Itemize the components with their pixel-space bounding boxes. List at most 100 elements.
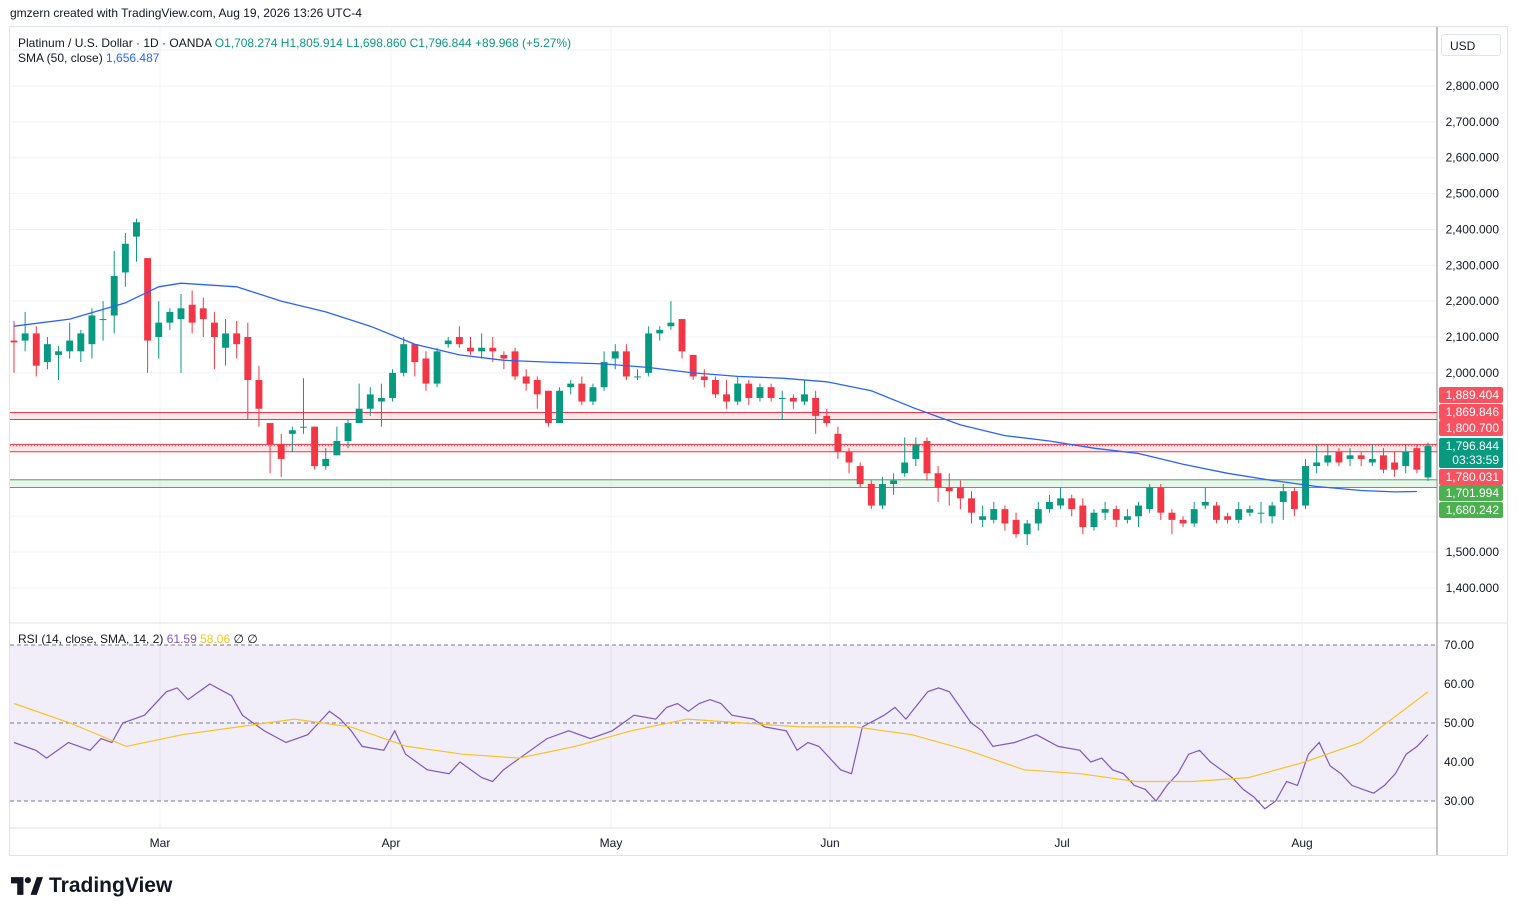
price-tick-label: 2,800.000 xyxy=(1446,79,1500,93)
candle-body xyxy=(1324,455,1332,463)
candle xyxy=(1146,484,1154,513)
candle-body xyxy=(700,376,708,381)
candle xyxy=(956,480,964,510)
price-labels: 1,889.404 1,869.846 1,800.700 1,796.84403:3… xyxy=(1439,387,1503,518)
candle-body xyxy=(199,308,207,320)
candle-body xyxy=(88,315,96,345)
candle xyxy=(400,337,408,377)
candle xyxy=(789,394,797,409)
candle-body xyxy=(600,362,608,388)
candle-body xyxy=(711,380,719,395)
candle-body xyxy=(1079,505,1087,528)
candle xyxy=(1357,451,1365,467)
candle-body xyxy=(422,358,430,384)
candle-body xyxy=(778,397,786,399)
candle-body xyxy=(789,397,797,402)
candle xyxy=(233,320,241,359)
candle-body xyxy=(389,372,397,398)
candle-body xyxy=(1012,519,1020,535)
price-label-bg xyxy=(1439,387,1503,403)
candle-body xyxy=(979,516,987,520)
rsi-legend[interactable]: RSI (14, close, SMA, 14, 2) 61.59 58.06 … xyxy=(18,632,258,646)
price-tick-label: 1,500.000 xyxy=(1446,545,1500,559)
tradingview-logo[interactable]: TradingView xyxy=(11,874,172,898)
candle xyxy=(1090,509,1098,531)
candle xyxy=(567,380,575,395)
candle-body xyxy=(1313,462,1321,467)
candle-body xyxy=(66,340,74,352)
candle xyxy=(1123,509,1131,524)
candle-body xyxy=(1257,512,1265,514)
candle xyxy=(834,426,842,459)
candle xyxy=(366,387,374,416)
sma-line xyxy=(13,282,1417,493)
candle-body xyxy=(723,394,731,402)
candle-body xyxy=(333,440,341,456)
candle xyxy=(266,423,274,474)
candle-body xyxy=(756,387,764,398)
candle xyxy=(912,437,920,467)
candle xyxy=(678,319,686,359)
currency-selector[interactable]: USD xyxy=(1441,34,1501,56)
price-label-bg xyxy=(1439,420,1503,436)
candle xyxy=(389,369,397,402)
candle xyxy=(934,466,942,502)
candle-body xyxy=(311,426,319,467)
candle-body xyxy=(1157,487,1165,513)
price-label-bg xyxy=(1439,452,1503,468)
candle xyxy=(288,426,296,452)
candle-body xyxy=(544,390,552,424)
candle-body xyxy=(934,473,942,488)
candle-body xyxy=(166,311,174,323)
candle xyxy=(1057,487,1065,510)
candle xyxy=(979,505,987,528)
candle xyxy=(121,233,129,287)
candle xyxy=(411,344,419,377)
price-tick-label: 2,600.000 xyxy=(1446,151,1500,165)
candle xyxy=(600,351,608,391)
candle xyxy=(1279,484,1287,520)
candle xyxy=(667,301,675,330)
candle xyxy=(533,376,541,409)
candle xyxy=(745,380,753,406)
candle xyxy=(10,320,18,373)
candle xyxy=(244,322,252,420)
candle xyxy=(511,347,519,381)
candle-body xyxy=(1402,451,1410,467)
candle-body xyxy=(890,480,898,485)
sma-legend[interactable]: SMA (50, close) 1,656.487 xyxy=(18,51,159,65)
candle-body xyxy=(411,344,419,363)
candle-body xyxy=(110,276,118,316)
price-axis[interactable]: 2,800.000 2,700.000 2,600.000 2,500.000 2,40… xyxy=(1444,79,1499,808)
candle-body xyxy=(188,304,196,323)
candle-body xyxy=(945,487,953,492)
price-label-text: 1,680.242 xyxy=(1446,503,1500,517)
chart-frame[interactable] xyxy=(9,26,1508,856)
open-value: O1,708.274 xyxy=(214,36,278,50)
candle-body xyxy=(767,387,775,398)
candle-body xyxy=(244,337,252,381)
price-label-bg xyxy=(1439,438,1503,454)
candle xyxy=(210,311,218,370)
candle xyxy=(522,369,530,391)
candle xyxy=(1380,448,1387,474)
support-zone xyxy=(10,479,1437,488)
symbol-name: Platinum / U.S. Dollar · 1D · OANDA xyxy=(18,36,212,50)
price-label-bg xyxy=(1439,485,1503,501)
candle-body xyxy=(1023,523,1031,535)
time-axis[interactable]: Mar Apr May Jun Jul Aug xyxy=(150,836,1313,850)
candle xyxy=(1079,498,1087,535)
symbol-legend[interactable]: Platinum / U.S. Dollar · 1D · OANDA O1,7… xyxy=(18,35,571,51)
sma-50-line xyxy=(13,282,1417,493)
candle-body xyxy=(155,322,163,337)
price-label-bg xyxy=(1439,469,1503,485)
candle xyxy=(1224,512,1232,524)
resistance-zone-lower xyxy=(10,444,1437,452)
candle xyxy=(823,408,831,427)
candle xyxy=(377,383,385,427)
candle xyxy=(1368,444,1376,467)
candle-body xyxy=(210,322,218,337)
candle xyxy=(467,337,474,355)
candle-body xyxy=(377,397,385,402)
